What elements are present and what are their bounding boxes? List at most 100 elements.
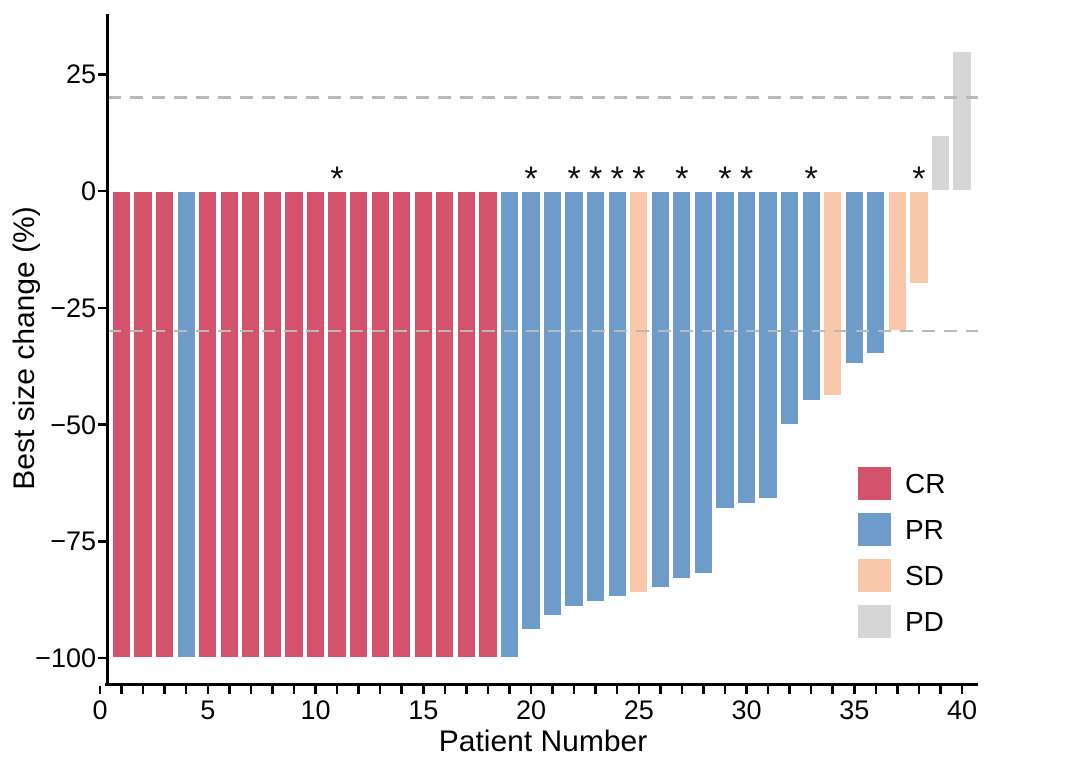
- x-tick-32: [788, 685, 791, 694]
- x-tick-36: [874, 685, 878, 694]
- y-tick-25: [98, 73, 106, 76]
- bar-patient-4: [176, 191, 196, 658]
- x-tick-33: [809, 685, 813, 694]
- x-tick-8: [271, 685, 274, 694]
- bar-patient-24: [607, 191, 627, 598]
- x-tick-31: [766, 685, 770, 694]
- legend: CR PR SD PD: [858, 467, 945, 651]
- x-tick-label-20: 20: [515, 695, 547, 725]
- x-tick-13: [378, 685, 382, 694]
- legend-row-pd: PD: [858, 605, 945, 638]
- asterisk-patient-33: *: [804, 160, 818, 198]
- bar-patient-25: [629, 191, 649, 593]
- x-tick-12: [357, 685, 360, 694]
- bar-patient-17: [456, 191, 476, 658]
- x-tick-label-40: 40: [946, 695, 978, 725]
- x-tick-label-25: 25: [623, 695, 654, 725]
- bar-patient-35: [844, 191, 864, 364]
- x-tick-label-10: 10: [300, 695, 331, 725]
- y-axis-title: Best size change (%): [8, 206, 41, 490]
- x-tick-9: [292, 685, 296, 694]
- x-tick-22: [572, 685, 576, 694]
- x-tick-20: [529, 685, 533, 694]
- bar-patient-6: [219, 191, 239, 658]
- asterisk-patient-22: *: [567, 160, 581, 198]
- x-tick-25: [637, 685, 640, 694]
- bar-patient-10: [305, 191, 326, 658]
- x-tick-6: [228, 685, 231, 694]
- x-tick-15: [422, 685, 425, 694]
- bar-patient-29: [715, 191, 735, 509]
- x-tick-24: [615, 685, 619, 694]
- x-tick-28: [702, 685, 705, 694]
- x-tick-23: [594, 685, 597, 694]
- x-tick-0: [98, 685, 102, 694]
- asterisk-patient-11: *: [330, 160, 344, 198]
- y-tick--25: [98, 306, 106, 309]
- cr-swatch-icon: [858, 467, 891, 500]
- bar-patient-30: [736, 191, 757, 504]
- bar-patient-31: [758, 191, 778, 500]
- legend-row-pr: PR: [858, 513, 945, 546]
- asterisk-patient-29: *: [718, 160, 732, 198]
- sd-swatch-icon: [858, 559, 891, 592]
- bar-patient-33: [801, 191, 821, 402]
- bar-patient-37: [887, 191, 907, 332]
- bar-patient-16: [435, 191, 455, 658]
- x-tick-26: [659, 685, 662, 694]
- asterisk-patient-24: *: [610, 160, 624, 198]
- bar-patient-40: [952, 50, 972, 191]
- bar-patient-19: [499, 191, 520, 658]
- pd-swatch-icon: [858, 605, 891, 638]
- bar-patient-26: [650, 191, 670, 588]
- x-axis-line: [105, 683, 978, 686]
- x-tick-label-0: 0: [92, 695, 108, 725]
- bar-patient-13: [370, 191, 390, 658]
- x-tick-34: [831, 685, 834, 694]
- y-axis-line: [106, 14, 109, 686]
- y-tick-label--100: −100: [35, 643, 96, 673]
- x-tick-3: [163, 685, 166, 694]
- bar-patient-32: [779, 191, 800, 425]
- x-tick-5: [206, 685, 209, 694]
- bar-patient-8: [262, 191, 283, 658]
- x-tick-30: [745, 685, 748, 694]
- asterisk-patient-20: *: [524, 160, 538, 198]
- x-tick-2: [141, 685, 145, 694]
- bar-patient-3: [155, 191, 175, 658]
- x-tick-35: [853, 685, 856, 694]
- asterisk-patient-23: *: [589, 160, 603, 198]
- bar-patient-11: [327, 191, 347, 658]
- x-tick-21: [551, 685, 554, 694]
- x-tick-label-5: 5: [200, 695, 216, 725]
- x-tick-18: [486, 685, 490, 694]
- asterisk-patient-38: *: [912, 160, 926, 198]
- bar-patient-36: [866, 191, 886, 355]
- x-tick-label-35: 35: [839, 695, 870, 725]
- x-axis-title: Patient Number: [438, 725, 648, 758]
- legend-label-pd: PD: [905, 605, 944, 637]
- reference-line-minus30: [108, 329, 978, 333]
- bar-patient-9: [284, 191, 304, 658]
- bar-patient-1: [111, 191, 132, 658]
- x-tick-16: [443, 685, 447, 694]
- bar-patient-21: [542, 191, 563, 616]
- legend-label-pr: PR: [905, 513, 944, 545]
- bar-patient-28: [693, 191, 714, 574]
- legend-row-sd: SD: [858, 559, 945, 592]
- legend-label-cr: CR: [905, 467, 946, 499]
- y-tick--75: [98, 540, 106, 543]
- bar-patient-20: [521, 191, 541, 630]
- x-tick-29: [723, 685, 727, 694]
- bar-patient-15: [413, 191, 433, 658]
- bar-patient-39: [930, 134, 951, 191]
- bar-patient-18: [478, 191, 498, 658]
- x-tick-label-15: 15: [408, 695, 439, 725]
- bar-patient-7: [241, 191, 261, 658]
- reference-line-plus20: [108, 96, 978, 99]
- bar-patient-14: [392, 191, 412, 658]
- x-tick-4: [184, 685, 188, 694]
- bar-patient-34: [823, 191, 843, 397]
